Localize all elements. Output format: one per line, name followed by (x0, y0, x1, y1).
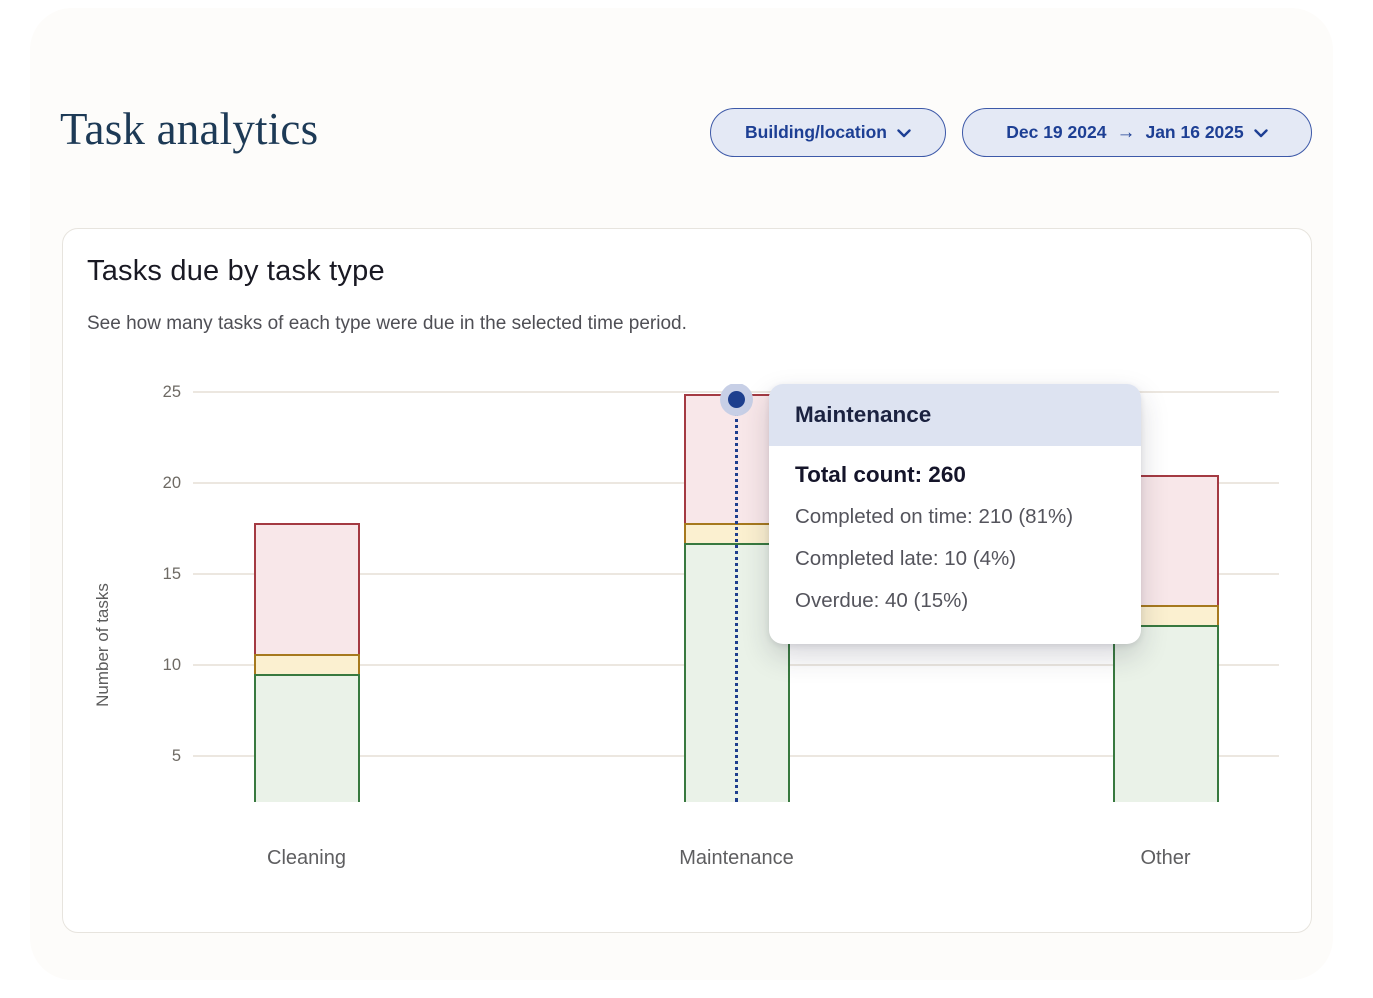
date-range-start: Dec 19 2024 (1006, 122, 1107, 142)
arrow-right-icon: → (1116, 121, 1136, 143)
tasks-due-chart-card: Tasks due by task type See how many task… (62, 228, 1312, 933)
y-tick-label: 15 (162, 564, 181, 583)
y-tick-label: 20 (162, 473, 181, 492)
bar-segment-cleaning-completed-on-time[interactable] (253, 673, 360, 802)
y-tick-label: 5 (171, 746, 181, 765)
y-tick-label: 10 (162, 655, 181, 674)
bar-segment-cleaning-overdue[interactable] (253, 522, 360, 654)
x-axis-label-cleaning: Cleaning (267, 847, 346, 869)
x-axis-label-maintenance: Maintenance (679, 847, 794, 869)
bar-segment-other-completed-on-time[interactable] (1112, 624, 1219, 802)
date-range-filter-button[interactable]: Dec 19 2024 → Jan 16 2025 (962, 108, 1312, 157)
y-tick-label: 25 (162, 382, 181, 401)
x-axis-label-other: Other (1140, 847, 1191, 869)
tooltip-title: Maintenance (795, 402, 932, 427)
building-location-filter-button[interactable]: Building/location (710, 108, 946, 157)
chart-card-subtitle: See how many tasks of each type were due… (87, 313, 687, 334)
tooltip-header: Maintenance (769, 384, 1141, 446)
tooltip-row: Completed late: 10 (4%) (795, 547, 1017, 570)
building-location-label: Building/location (745, 122, 887, 142)
page: Task analytics Building/location Dec 19 … (30, 8, 1333, 980)
page-title: Task analytics (60, 104, 319, 154)
chevron-down-icon (1254, 129, 1268, 138)
chevron-down-icon (897, 129, 911, 138)
hover-point-marker (728, 390, 745, 408)
tooltip-rows: Completed on time: 210 (81%) Completed la… (795, 496, 1115, 622)
bar-segment-cleaning-completed-late[interactable] (253, 653, 360, 674)
y-axis-label: Number of tasks (93, 583, 112, 707)
chart-card-title: Tasks due by task type (87, 255, 385, 287)
tooltip-row: Completed on time: 210 (81%) (795, 505, 1074, 528)
date-range-end: Jan 16 2025 (1145, 122, 1244, 142)
tooltip-row: Overdue: 40 (15%) (795, 589, 969, 612)
chart-tooltip: Maintenance Total count: 260 Completed o… (769, 384, 1141, 644)
tooltip-body: Total count: 260 Completed on time: 210 … (769, 446, 1141, 644)
hover-dotted-line (735, 405, 738, 802)
tooltip-total-count: Total count: 260 (795, 462, 966, 487)
